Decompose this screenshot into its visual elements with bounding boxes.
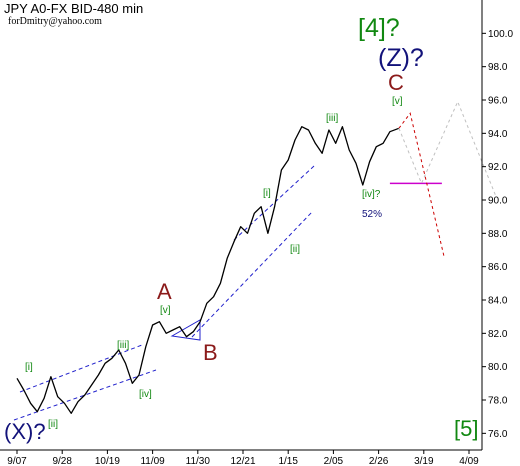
y-tick-label: 96.0 xyxy=(488,96,508,107)
wave-label-a: A xyxy=(157,279,172,304)
price-series-line xyxy=(16,126,400,414)
wave-label-iii-low: [iii] xyxy=(117,340,129,351)
channel-upper-line-1 xyxy=(19,344,143,393)
y-tick-label: 92.0 xyxy=(488,162,508,173)
trend-channels xyxy=(13,165,315,421)
triangle-pattern xyxy=(170,319,201,341)
chart-title: JPY A0-FX BID-480 min xyxy=(4,1,144,16)
x-ticks: 9/07 9/28 10/19 11/09 11/30 12/21 1/15 2/05 2/26… xyxy=(7,450,479,466)
y-tick-label: 94.0 xyxy=(488,129,508,140)
y-tick-label: 76.0 xyxy=(488,429,508,440)
x-tick-label: 12/21 xyxy=(230,456,255,466)
wave-label-c: C xyxy=(388,70,404,95)
wave-label-iv-low: [iv] xyxy=(139,389,152,400)
wave-label-v-top: [v] xyxy=(392,96,403,107)
author-email: forDmitry@yahoo.com xyxy=(8,16,102,27)
x-tick-label: 11/09 xyxy=(140,456,165,466)
wave-label-5: [5] xyxy=(454,416,478,441)
y-tick-label: 80.0 xyxy=(488,362,508,373)
x-tick-label: 2/26 xyxy=(369,456,389,466)
wave-label-ii-mid: [ii] xyxy=(290,244,300,255)
channel-lower-line-2 xyxy=(191,211,313,338)
wave-label-z: (Z)? xyxy=(378,44,424,72)
y-tick-label: 84.0 xyxy=(488,296,508,307)
alternative-projection-line xyxy=(398,100,497,197)
wave-label-4: [4]? xyxy=(358,14,400,42)
x-tick-label: 2/05 xyxy=(324,456,344,466)
x-tick-label: 11/30 xyxy=(186,456,211,466)
wave-label-iv-q: [iv]? xyxy=(362,189,381,200)
x-tick-label: 9/07 xyxy=(7,456,27,466)
wave-label-i-mid: [i] xyxy=(263,188,271,199)
x-tick-label: 10/19 xyxy=(95,456,120,466)
wave-label-iii-top: [iii] xyxy=(326,113,338,124)
y-tick-label: 100.0 xyxy=(488,29,513,40)
x-tick-label: 1/15 xyxy=(278,456,298,466)
y-tick-label: 88.0 xyxy=(488,229,508,240)
y-tick-label: 98.0 xyxy=(488,62,508,73)
percent-label: 52% xyxy=(362,209,382,220)
wave-label-i-low: [i] xyxy=(25,362,33,373)
forecast-projection-line xyxy=(398,112,445,257)
y-tick-label: 86.0 xyxy=(488,262,508,273)
y-tick-label: 78.0 xyxy=(488,396,508,407)
x-tick-label: 9/28 xyxy=(52,456,72,466)
wave-label-b: B xyxy=(203,340,218,365)
x-tick-label: 4/09 xyxy=(459,456,479,466)
wave-label-v-a: [v] xyxy=(160,305,171,316)
wave-label-x: (X)? xyxy=(4,419,46,444)
y-tick-label: 90.0 xyxy=(488,196,508,207)
series-layer xyxy=(16,100,497,414)
y-ticks: 76.0 78.0 80.0 82.0 84.0 86.0 88.0 90.0 92.0 94.0… xyxy=(482,29,513,440)
x-tick-label: 3/19 xyxy=(414,456,434,466)
wave-label-ii-low: [ii] xyxy=(48,419,58,430)
y-tick-label: 82.0 xyxy=(488,329,508,340)
wave-labels: [4]? (Z)? C [v] [iii] [iv]? 52% [i] [ii]… xyxy=(4,14,478,444)
